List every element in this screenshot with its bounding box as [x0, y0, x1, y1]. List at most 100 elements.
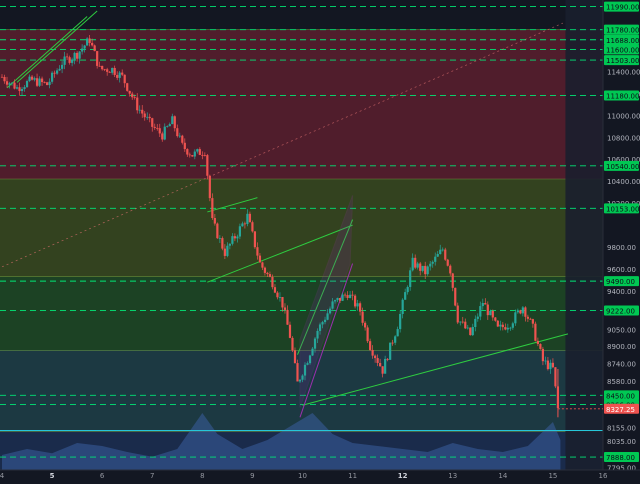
candle-body: [58, 68, 61, 71]
candle-body: [471, 326, 474, 336]
future-area: [565, 0, 603, 470]
price-zones: [0, 29, 603, 470]
volume-area: [2, 413, 561, 470]
candle-body: [416, 263, 419, 268]
candle-body: [328, 308, 332, 314]
candle-body: [78, 51, 81, 59]
candle-body: [131, 93, 134, 98]
candle-body: [419, 263, 422, 271]
candle-body: [399, 313, 402, 330]
candle-body: [271, 276, 274, 288]
candle-body: [486, 304, 489, 316]
candle-body: [346, 295, 349, 298]
candle-body: [153, 126, 156, 128]
candle-body: [351, 294, 354, 296]
candle-body: [15, 87, 19, 89]
price-tick-label: 8740.00: [607, 360, 636, 368]
candle-body: [108, 71, 111, 73]
candle-body: [238, 226, 241, 237]
time-axis: 4 5 6 7 8 9 10 11 12 13 14 15 16: [0, 469, 640, 480]
candle-body: [63, 56, 66, 65]
candle-body: [504, 327, 507, 330]
price-tick-label: 11400.00: [607, 68, 640, 76]
candle-body: [93, 45, 96, 52]
candle-body: [183, 142, 186, 150]
price-zone: [0, 178, 603, 277]
candle-body: [213, 217, 216, 224]
candle-body: [196, 149, 199, 152]
candle-body: [203, 155, 206, 156]
candle-body: [263, 267, 267, 273]
candle-body: [261, 262, 264, 268]
candle-body: [248, 213, 252, 223]
candle-body: [444, 249, 447, 260]
candle-body: [313, 338, 317, 349]
candle-body: [534, 323, 537, 341]
candle-body: [38, 78, 41, 86]
candle-body: [221, 238, 224, 249]
time-axis-background: [0, 470, 640, 480]
price-tick-label: 11000.00: [607, 112, 640, 120]
candle-body: [316, 330, 319, 339]
last-price-label: 8327.25: [606, 406, 635, 414]
candle-body: [126, 83, 129, 91]
candle-body: [171, 116, 174, 125]
candle-body: [406, 286, 409, 293]
level-price-label: 11180.00: [606, 93, 639, 101]
candle-body: [228, 243, 231, 246]
price-tick-label: 8035.00: [607, 438, 636, 446]
candle-body: [524, 307, 527, 317]
candle-body: [333, 300, 337, 302]
candle-body: [53, 72, 56, 74]
candle-body: [88, 38, 91, 43]
candle-body: [426, 266, 429, 275]
candle-body: [13, 82, 16, 89]
candle-body: [198, 149, 201, 155]
price-tick-label: 9400.00: [607, 288, 636, 296]
time-tick-label: 11: [348, 472, 357, 480]
candle-body: [474, 318, 477, 327]
candle-body: [30, 76, 34, 80]
candle-body: [308, 355, 312, 364]
candle-body: [28, 76, 31, 82]
candles: [0, 34, 560, 418]
candle-body: [98, 65, 101, 67]
candle-body: [241, 223, 244, 227]
candle-body: [176, 128, 179, 137]
candle-body: [50, 72, 54, 82]
channel-lower-line: [302, 333, 569, 406]
candle-body: [459, 321, 462, 323]
candle-body: [156, 127, 159, 129]
candle-body: [96, 51, 99, 66]
candle-body: [536, 340, 539, 345]
candle-body: [276, 292, 279, 298]
candle-body: [384, 358, 387, 374]
candle-body: [323, 319, 327, 323]
candle-body: [361, 311, 364, 323]
diagonal-projection-line: [1, 22, 564, 268]
candle-body: [266, 272, 269, 275]
candle-body: [208, 175, 211, 199]
candle-body: [519, 310, 522, 314]
candle-body: [386, 358, 389, 360]
candle-body: [396, 329, 399, 337]
candle-body: [429, 263, 432, 267]
level-price-label: 8450.00: [606, 392, 635, 400]
price-tick-label: 9050.00: [607, 326, 636, 334]
candle-body: [181, 135, 184, 143]
candle-body: [191, 155, 194, 157]
candle-body: [439, 249, 442, 255]
candle-body: [288, 324, 292, 338]
candle-body: [479, 306, 482, 317]
time-tick-label: 9: [250, 472, 254, 480]
candle-body: [511, 323, 514, 328]
candle-body: [449, 265, 452, 274]
candle-body: [166, 126, 169, 127]
candle-body: [178, 135, 181, 137]
candle-body: [136, 97, 139, 111]
candle-body: [306, 363, 309, 365]
candle-body: [161, 133, 164, 140]
candle-body: [246, 213, 249, 224]
